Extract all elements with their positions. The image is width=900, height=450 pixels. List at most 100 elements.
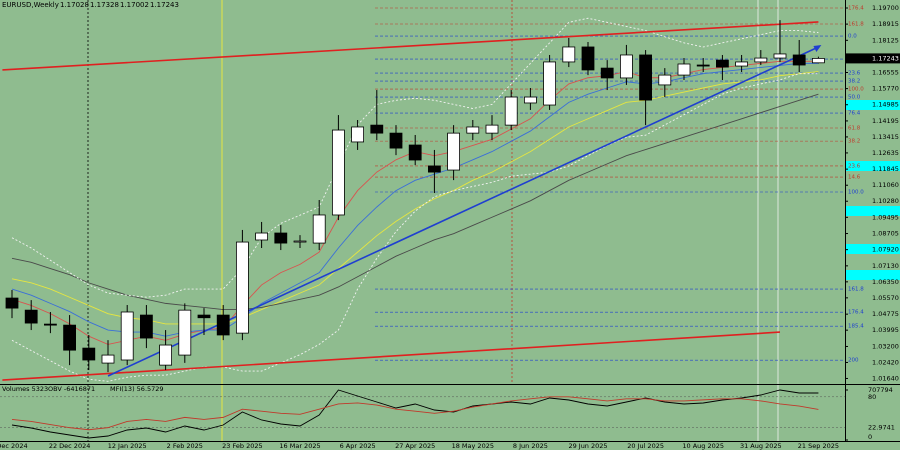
y-tick-label: 1.03995	[872, 326, 899, 334]
candle-body	[504, 96, 518, 126]
x-tick-label: 12 Jan 2025	[108, 442, 147, 450]
y-tick-label: 1.08705	[872, 230, 899, 238]
x-tick-label: 2 Feb 2025	[167, 442, 203, 450]
indicator-line	[11, 73, 819, 382]
indicator-line	[11, 17, 819, 298]
y-tick-label: 0	[868, 433, 872, 441]
candle-body	[293, 240, 307, 243]
candle-body	[120, 311, 134, 361]
candle-body	[255, 232, 269, 241]
candle-body	[524, 96, 537, 104]
candle-body	[773, 53, 787, 59]
ohlc-low: 1.17002	[120, 1, 149, 9]
y-tick-label: 1.09495	[872, 213, 899, 221]
level-label: 100.0	[848, 190, 864, 196]
x-tick-label: 29 Jun 2025	[568, 442, 607, 450]
level-label: 161.8	[848, 22, 864, 28]
candle-body	[5, 297, 19, 309]
candle-body	[408, 144, 422, 161]
arrow-head	[813, 44, 822, 52]
candle-body	[82, 347, 96, 361]
candle-body	[581, 46, 595, 71]
candle-body	[466, 126, 480, 134]
candle-body	[178, 309, 192, 356]
y-tick-label: 1.12635	[872, 149, 899, 157]
y-tick-label: 1.19700	[872, 4, 899, 12]
level-label: 14.6	[848, 175, 861, 181]
ohlc-close: 1.17243	[150, 1, 179, 9]
y-tick-label: 22.9741	[868, 424, 895, 432]
x-tick-label: 22 Dec 2024	[49, 442, 91, 450]
x-tick-label: 21 Sep 2025	[798, 442, 839, 450]
level-label: 176.4	[848, 6, 864, 12]
trendline	[2, 331, 781, 381]
x-tick-label: 20 Jul 2025	[627, 442, 664, 450]
level-label: 76.4	[848, 111, 861, 117]
candle-body	[754, 57, 768, 63]
y-tick-label: 1.16555	[872, 69, 899, 77]
candle-body	[351, 126, 365, 143]
highlight	[846, 206, 900, 216]
candle-body	[562, 46, 576, 63]
candle-body	[312, 214, 326, 244]
x-tick-label: 16 Mar 2025	[279, 442, 320, 450]
candle-body	[447, 132, 461, 171]
highlight	[846, 100, 900, 110]
y-tick-label: 1.03200	[872, 342, 899, 350]
level-label: 100.0	[848, 87, 864, 93]
x-tick-label: 6 Apr 2025	[340, 442, 376, 450]
y-tick-label: 1.11060	[872, 181, 899, 189]
candle-body	[370, 124, 384, 134]
level-label: 50.0	[848, 95, 861, 101]
level-label: 161.8	[848, 287, 864, 293]
candle-body	[63, 324, 76, 351]
candle-body	[735, 61, 748, 67]
y-tick-label: 1.18125	[872, 36, 899, 44]
candle-body	[216, 314, 230, 336]
candle-body	[696, 64, 710, 67]
y-tick-label: 1.10280	[872, 197, 899, 205]
candle-body	[716, 59, 729, 68]
y-tick-label: 1.07130	[872, 262, 899, 270]
candle-body	[235, 241, 249, 334]
current-price-box	[846, 53, 900, 64]
y-tick-label: 1.04775	[872, 310, 899, 318]
ohlc-high: 1.17328	[90, 1, 119, 9]
panel-title: OBV -6416871	[48, 385, 95, 393]
x-tick-label: 27 Apr 2025	[395, 442, 435, 450]
candle-body	[159, 344, 173, 366]
highlight	[846, 161, 900, 171]
panel-title: MFI(13) 56.5729	[110, 385, 164, 393]
candle-body	[812, 58, 825, 64]
level-label: 61.8	[848, 126, 861, 132]
candle-body	[639, 54, 652, 101]
y-tick-label: 1.15770	[872, 85, 899, 93]
candle-body	[44, 323, 57, 326]
candle-body	[677, 63, 691, 76]
level-label: 23.6	[848, 71, 861, 77]
level-label: 185.4	[848, 324, 864, 330]
candle-body	[600, 67, 614, 79]
mfi-line	[11, 396, 819, 431]
indicator-line	[11, 93, 819, 310]
current-price: 1.17243	[872, 54, 899, 62]
level-label: 38.2	[848, 139, 860, 145]
y-tick-label: 1.13415	[872, 133, 899, 141]
candle-body	[274, 232, 288, 244]
x-tick-label: 10 Aug 2025	[682, 442, 724, 450]
y-tick-label: 707794	[868, 386, 893, 394]
volume-line	[11, 389, 819, 439]
candle-body	[658, 74, 672, 86]
candle-body	[24, 309, 38, 324]
y-tick-label: 1.05570	[872, 294, 899, 302]
candle-body	[197, 314, 211, 319]
candle-body	[331, 129, 345, 216]
candle-body	[620, 54, 633, 79]
candle-body	[485, 124, 499, 134]
x-tick-label: 8 Jun 2025	[513, 442, 548, 450]
trendline	[2, 21, 819, 71]
y-tick-label: 1.14195	[872, 117, 899, 125]
y-tick-label: 80	[868, 393, 876, 401]
candle-body	[389, 132, 403, 149]
